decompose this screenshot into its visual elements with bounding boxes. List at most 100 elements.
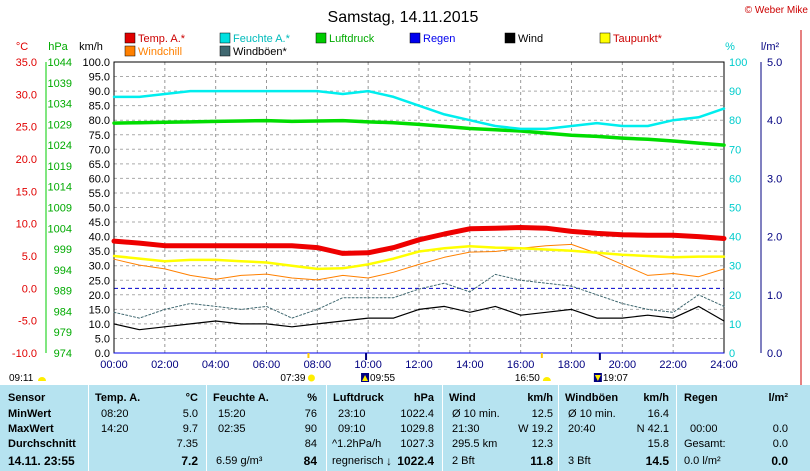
legend-label: Feuchte A.* bbox=[233, 33, 291, 45]
stats-header-gust: Windböen bbox=[565, 392, 619, 404]
wind-axis-tick: 95.0 bbox=[89, 72, 110, 84]
stats-current-rain: 0.0 bbox=[771, 454, 788, 468]
stats-rain-value: 0.0 bbox=[772, 438, 788, 450]
temp-axis-tick: 10.0 bbox=[16, 219, 37, 231]
rain-axis-tick: 2.0 bbox=[767, 232, 782, 244]
stats-wind-value: 12.5 bbox=[531, 408, 553, 420]
rain-axis-tick: 4.0 bbox=[767, 115, 782, 127]
stats-header-rain-unit: l/m² bbox=[768, 392, 788, 404]
wind-axis-tick: 0.0 bbox=[95, 348, 110, 360]
stats-gust-value: 16.4 bbox=[647, 408, 669, 420]
stats-temp-time: 14:20 bbox=[101, 423, 129, 435]
legend-label: Luftdruck bbox=[329, 33, 375, 45]
wind-axis-tick: 45.0 bbox=[89, 217, 110, 229]
chart-grid bbox=[114, 62, 724, 353]
pressure-axis-tick: 1004 bbox=[48, 223, 72, 235]
pressure-axis-unit: hPa bbox=[48, 41, 68, 53]
wind-axis-tick: 15.0 bbox=[89, 304, 110, 316]
stats-press-value: 1027.3 bbox=[400, 438, 434, 450]
stats-rain-time: 00:00 bbox=[690, 423, 718, 435]
rain-axis-unit: l/m² bbox=[761, 41, 780, 53]
pressure-axis-tick: 1044 bbox=[48, 57, 72, 69]
humidity-axis-tick: 90 bbox=[729, 86, 741, 98]
stats-row-max: MaxWert 14:20 9.7 02:35 90 09:10 1029.8 … bbox=[0, 422, 810, 437]
chart-title: Samstag, 14.11.2015 bbox=[328, 9, 479, 26]
series-taupunkt-line bbox=[112, 245, 726, 271]
legend-label: Windböen* bbox=[233, 46, 288, 58]
stats-hum-value: 84 bbox=[304, 438, 317, 450]
wind-axis-tick: 50.0 bbox=[89, 203, 110, 215]
stats-current-abs-humidity: 6.59 g/m³ bbox=[216, 455, 263, 467]
time-axis-tick: 20:00 bbox=[609, 359, 637, 371]
rain-axis-tick: 1.0 bbox=[767, 290, 782, 302]
temp-axis-tick: 20.0 bbox=[16, 154, 37, 166]
humidity-axis-tick: 60 bbox=[729, 173, 741, 185]
pressure-axis-tick: 1039 bbox=[48, 78, 72, 90]
temp-axis-tick: 30.0 bbox=[16, 89, 37, 101]
moonrise-icon-arrow bbox=[362, 375, 369, 381]
humidity-axis-tick: 100 bbox=[729, 57, 747, 69]
stats-current-wind-bft: 2 Bft bbox=[452, 455, 475, 467]
wind-axis-tick: 55.0 bbox=[89, 188, 110, 200]
pressure-axis-tick: 974 bbox=[54, 348, 72, 360]
time-axis-tick: 18:00 bbox=[558, 359, 586, 371]
stats-header-temp-unit: °C bbox=[185, 392, 198, 404]
legend-label: Regen bbox=[423, 33, 455, 45]
series-temp-a-line bbox=[111, 225, 727, 256]
stats-gust-time: Ø 10 min. bbox=[568, 408, 616, 420]
stats-current-gust-bft: 3 Bft bbox=[568, 455, 591, 467]
pressure-axis-tick: 979 bbox=[54, 327, 72, 339]
temp-axis-tick: 5.0 bbox=[22, 251, 37, 263]
stats-wind-time: 21:30 bbox=[452, 423, 480, 435]
time-axis-tick: 22:00 bbox=[659, 359, 687, 371]
sunset-icon bbox=[542, 377, 551, 381]
rain-axis-tick: 0.0 bbox=[767, 348, 782, 360]
stats-rain-value: 0.0 bbox=[772, 423, 788, 435]
stats-current-label: 14.11. 23:55 bbox=[8, 454, 75, 468]
stats-gust-value: 15.8 bbox=[647, 438, 669, 450]
stats-pressure-falling-arrow: ↓ bbox=[386, 454, 392, 468]
stats-gust-time: 20:40 bbox=[568, 423, 596, 435]
humidity-axis-tick: 20 bbox=[729, 290, 741, 302]
stats-row-label: MaxWert bbox=[8, 423, 54, 435]
temp-axis-tick: 25.0 bbox=[16, 122, 37, 134]
chart-series bbox=[111, 89, 727, 354]
legend-swatch bbox=[124, 32, 136, 44]
time-axis-tick: 12:00 bbox=[405, 359, 433, 371]
stats-gust-value: N 42.1 bbox=[636, 423, 669, 435]
moonrise-time: 09:55 bbox=[370, 373, 395, 384]
stats-divider-hum bbox=[326, 385, 327, 471]
temp-axis-unit: °C bbox=[16, 41, 28, 53]
rain-axis-tick: 5.0 bbox=[767, 57, 782, 69]
sunset-time: 16:50 bbox=[515, 373, 540, 384]
humidity-axis-tick: 40 bbox=[729, 232, 741, 244]
temp-axis-tick: 0.0 bbox=[22, 283, 37, 295]
temp-axis-tick: 15.0 bbox=[16, 186, 37, 198]
stats-divider-press bbox=[442, 385, 443, 471]
time-axis-tick: 08:00 bbox=[304, 359, 332, 371]
statistics-table: Sensor Temp. A. °C Feuchte A. % Luftdruc… bbox=[0, 385, 810, 471]
stats-header-gust-unit: km/h bbox=[643, 392, 669, 404]
pressure-axis-tick: 1009 bbox=[48, 203, 72, 215]
wind-axis-tick: 5.0 bbox=[95, 333, 110, 345]
stats-wind-value: 12.3 bbox=[531, 438, 553, 450]
humidity-axis-tick: 10 bbox=[729, 319, 741, 331]
wind-axis-tick: 30.0 bbox=[89, 261, 110, 273]
stats-wind-time: Ø 10 min. bbox=[452, 408, 500, 420]
stats-hum-value: 76 bbox=[304, 408, 317, 420]
series-windchill-line bbox=[113, 243, 725, 281]
stats-row-label: Durchschnitt bbox=[8, 438, 76, 450]
time-axis-tick: 16:00 bbox=[507, 359, 535, 371]
time-axis-tick: 04:00 bbox=[202, 359, 230, 371]
stats-header-temp: Temp. A. bbox=[95, 392, 141, 404]
series-wind-line bbox=[113, 305, 725, 331]
wind-axis-tick: 10.0 bbox=[89, 319, 110, 331]
series-feuchte-a-line bbox=[112, 89, 726, 131]
pressure-axis-tick: 1019 bbox=[48, 161, 72, 173]
sunrise-icon bbox=[307, 374, 315, 382]
time-axis-tick: 14:00 bbox=[456, 359, 484, 371]
stats-current-humidity: 84 bbox=[303, 454, 317, 468]
stats-divider-gust bbox=[676, 385, 677, 471]
stats-temp-time: 08:20 bbox=[101, 408, 129, 420]
stats-header-rain: Regen bbox=[684, 392, 718, 404]
